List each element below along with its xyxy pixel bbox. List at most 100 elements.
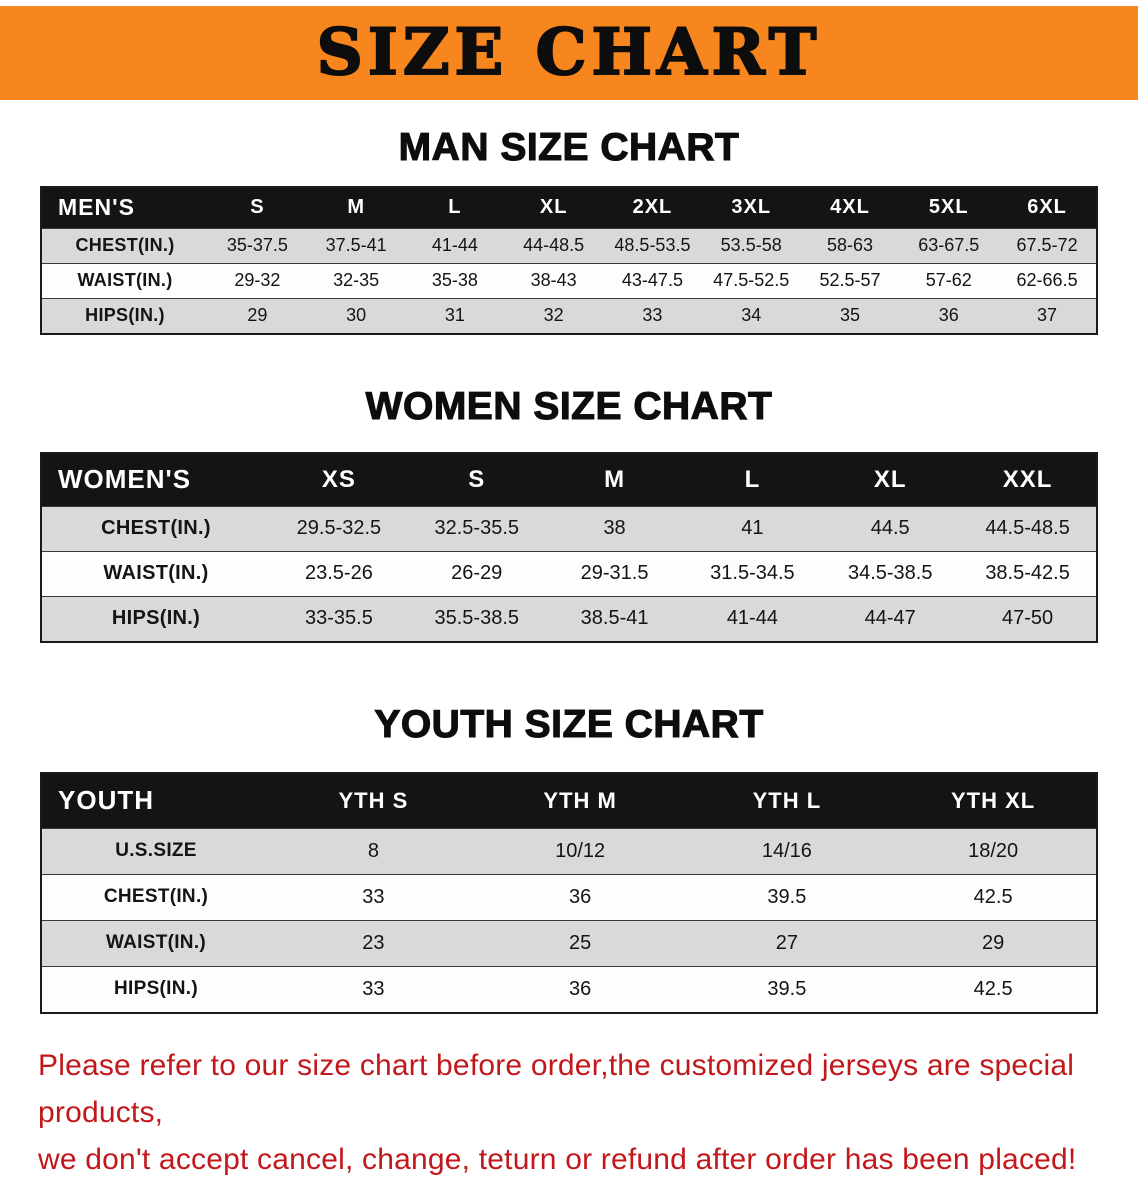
men-size-section: MAN SIZE CHART MEN'S S M L XL 2XL 3XL 4XL 5XL 6XL… [0,125,1138,335]
measurement-value-cell: 44.5 [870,517,910,540]
table-title-cell: WOMEN'S [41,452,270,507]
men-table-wrap: MEN'S S M L XL 2XL 3XL 4XL 5XL 6XL CHEST(IN.) 35-37… [40,185,1098,335]
measurement-value-cell: 32 [543,305,564,326]
measurement-value-cell: 36 [569,977,592,1000]
table-header-row: WOMEN'S XS S M L XL XXL [41,452,1097,507]
notice-line-2: we don't accept cancel, change, teturn o… [38,1143,1077,1177]
measurement-value-cell: 14/16 [761,839,812,862]
measurement-value-cell: 43-47.5 [621,270,683,291]
measurement-value-cell: 25 [569,931,592,954]
size-column-header: M [306,186,406,229]
measurement-row-label: WAIST(IN.) [103,562,209,585]
size-column-header: YTH M [476,772,684,829]
measurement-value-cell: 57-62 [925,270,972,291]
measurement-value-cell: 35.5-38.5 [434,607,519,630]
women-size-table: WOMEN'S XS S M L XL XXL CHEST(IN.) 29.5-32.5 32.5… [40,451,1098,643]
size-column-header: S [208,186,307,229]
measurement-value-cell: 67.5-72 [1016,235,1078,256]
size-column-header: XXL [959,452,1097,507]
measurement-row-label: HIPS(IN.) [111,607,201,630]
size-column-header: YTH S [270,772,477,829]
measurement-value-cell: 36 [938,305,959,326]
size-column-header: 4XL [800,186,900,229]
measurement-value-cell: 35-38 [431,270,478,291]
measurement-value-cell: 38.5-41 [580,607,649,630]
measurement-value-cell: 36 [569,885,592,908]
size-column-header: 5XL [899,186,999,229]
youth-size-table: YOUTH YTH S YTH M YTH L YTH XL U.S.SIZE 8 10/12… [40,771,1098,1014]
table-header-row: YOUTH YTH S YTH M YTH L YTH XL [41,772,1097,829]
measurement-value-cell: 42.5 [973,885,1013,908]
table-title-cell: YOUTH [41,772,270,829]
measurement-value-cell: 44-48.5 [523,235,585,256]
size-column-header: XS [270,452,408,507]
measurement-value-cell: 18/20 [968,839,1019,862]
measurement-value-cell: 33 [362,885,385,908]
measurement-value-cell: 32.5-35.5 [434,517,519,540]
size-column-header: 6XL [998,186,1097,229]
measurement-value-cell: 10/12 [555,839,606,862]
table-title-cell: MEN'S [41,186,208,229]
measurement-value-cell: 26-29 [451,562,503,585]
measurement-row: HIPS(IN.) 29 30 31 32 33 34 35 36 37 [41,298,1097,334]
measurement-value-cell: 31.5-34.5 [710,562,795,585]
measurement-row-label: WAIST(IN.) [105,932,207,954]
measurement-value-cell: 30 [346,305,367,326]
measurement-value-cell: 44-47 [864,607,916,630]
measurement-value-cell: 33 [642,305,663,326]
measurement-row-label: CHEST(IN.) [103,886,209,908]
measurement-value-cell: 34 [741,305,762,326]
measurement-row-label: HIPS(IN.) [114,978,198,1000]
measurement-value-cell: 29.5-32.5 [296,517,382,540]
measurement-value-cell: 34.5-38.5 [847,562,933,585]
measurement-row: U.S.SIZE 8 10/12 14/16 18/20 [41,828,1097,875]
measurement-value-cell: 58-63 [826,235,873,256]
measurement-row-label: CHEST(IN.) [75,235,175,256]
measurement-value-cell: 48.5-53.5 [614,235,691,256]
men-section-heading: MAN SIZE CHART [398,125,740,169]
measurement-row: HIPS(IN.) 33 36 39.5 42.5 [41,966,1097,1013]
measurement-value-cell: 38.5-42.5 [985,562,1070,585]
measurement-value-cell: 33 [362,977,385,1000]
measurement-value-cell: 31 [444,305,465,326]
measurement-value-cell: 37 [1037,305,1058,326]
women-size-section: WOMEN SIZE CHART WOMEN'S XS S M L XL XXL CHEST(… [0,384,1138,643]
measurement-value-cell: 38-43 [530,270,577,291]
measurement-value-cell: 38 [603,517,626,540]
measurement-row: CHEST(IN.) 29.5-32.5 32.5-35.5 38 41 44.5 44.5… [41,506,1097,552]
size-column-header: L [405,186,505,229]
size-column-header: L [683,452,822,507]
measurement-row: WAIST(IN.) 23 25 27 29 [41,920,1097,967]
measurement-value-cell: 23.5-26 [304,562,373,585]
measurement-row-label: CHEST(IN.) [101,517,211,540]
measurement-value-cell: 29-32 [234,270,281,291]
size-column-header: YTH XL [890,772,1097,829]
size-column-header: XL [821,452,960,507]
size-column-header: 2XL [603,186,702,229]
size-column-header: S [407,452,546,507]
size-column-header: XL [504,186,604,229]
measurement-value-cell: 41-44 [431,235,478,256]
measurement-value-cell: 35 [839,305,860,326]
measurement-value-cell: 23 [362,931,385,954]
youth-size-section: YOUTH SIZE CHART YOUTH YTH S YTH M YTH L YTH… [0,702,1138,1014]
size-column-header: M [545,452,684,507]
measurement-value-cell: 62-66.5 [1016,270,1078,291]
notice-line-1: Please refer to our size chart before or… [38,1048,1075,1129]
measurement-value-cell: 44.5-48.5 [985,517,1070,540]
table-header-row: MEN'S S M L XL 2XL 3XL 4XL 5XL 6XL [41,186,1097,229]
measurement-value-cell: 37.5-41 [325,235,387,256]
measurement-row: WAIST(IN.) 29-32 32-35 35-38 38-43 43-47.5 47.… [41,263,1097,299]
women-section-heading: WOMEN SIZE CHART [365,384,773,428]
measurement-row: CHEST(IN.) 33 36 39.5 42.5 [41,874,1097,921]
measurement-value-cell: 39.5 [767,885,807,908]
measurement-row-label: HIPS(IN.) [85,305,165,326]
measurement-value-cell: 53.5-58 [720,235,782,256]
measurement-value-cell: 52.5-57 [819,270,881,291]
measurement-value-cell: 29 [982,931,1005,954]
women-table-wrap: WOMEN'S XS S M L XL XXL CHEST(IN.) 29.5-32.5 32.5… [40,451,1098,643]
measurement-value-cell: 41-44 [726,607,778,630]
measurement-row: HIPS(IN.) 33-35.5 35.5-38.5 38.5-41 41-44 44-… [41,596,1097,642]
measurement-value-cell: 63-67.5 [918,235,980,256]
measurement-value-cell: 32-35 [333,270,380,291]
